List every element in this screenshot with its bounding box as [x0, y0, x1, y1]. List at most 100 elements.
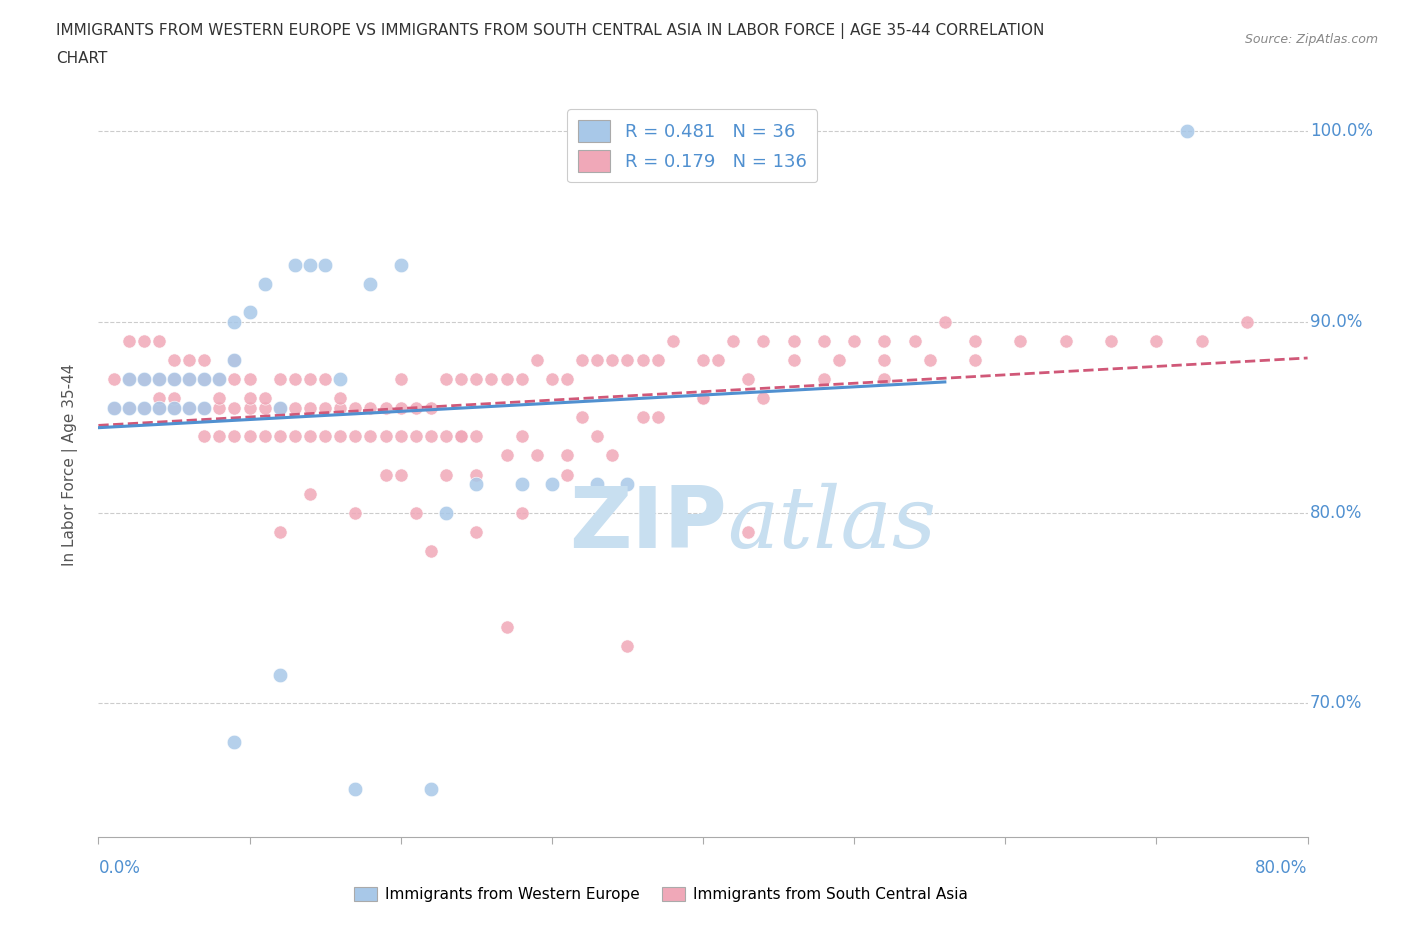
Point: [661, 334, 683, 349]
Point: [918, 352, 941, 367]
Point: [344, 429, 367, 444]
Point: [873, 372, 896, 387]
Point: [239, 429, 262, 444]
Text: ZIP: ZIP: [569, 483, 727, 566]
Point: [420, 782, 443, 797]
Point: [510, 505, 533, 520]
Point: [193, 352, 215, 367]
Point: [253, 400, 276, 415]
Point: [737, 525, 759, 539]
Point: [179, 372, 201, 387]
Point: [299, 486, 322, 501]
Point: [224, 314, 246, 329]
Point: [148, 372, 170, 387]
Point: [224, 429, 246, 444]
Point: [193, 372, 215, 387]
Point: [299, 372, 322, 387]
Point: [118, 334, 141, 349]
Point: [555, 372, 578, 387]
Text: 80.0%: 80.0%: [1256, 859, 1308, 877]
Point: [450, 429, 472, 444]
Point: [526, 352, 548, 367]
Text: atlas: atlas: [727, 484, 936, 565]
Point: [163, 372, 186, 387]
Point: [360, 276, 382, 291]
Point: [631, 352, 654, 367]
Point: [555, 467, 578, 482]
Point: [118, 400, 141, 415]
Point: [374, 400, 396, 415]
Point: [163, 372, 186, 387]
Point: [103, 372, 125, 387]
Point: [239, 391, 262, 405]
Point: [389, 258, 412, 272]
Point: [344, 505, 367, 520]
Point: [329, 391, 352, 405]
Point: [389, 372, 412, 387]
Point: [118, 400, 141, 415]
Point: [510, 372, 533, 387]
Point: [1191, 334, 1213, 349]
Point: [813, 334, 835, 349]
Point: [269, 400, 291, 415]
Text: 90.0%: 90.0%: [1310, 312, 1362, 331]
Legend: R = 0.481   N = 36, R = 0.179   N = 136: R = 0.481 N = 36, R = 0.179 N = 136: [567, 110, 817, 182]
Point: [224, 352, 246, 367]
Point: [420, 543, 443, 558]
Point: [434, 372, 457, 387]
Point: [1175, 124, 1198, 139]
Point: [344, 782, 367, 797]
Point: [723, 334, 745, 349]
Point: [253, 391, 276, 405]
Point: [208, 372, 231, 387]
Point: [179, 400, 201, 415]
Point: [737, 372, 759, 387]
Point: [752, 391, 775, 405]
Point: [405, 429, 427, 444]
Point: [1144, 334, 1167, 349]
Point: [314, 429, 336, 444]
Point: [224, 352, 246, 367]
Point: [163, 400, 186, 415]
Text: IMMIGRANTS FROM WESTERN EUROPE VS IMMIGRANTS FROM SOUTH CENTRAL ASIA IN LABOR FO: IMMIGRANTS FROM WESTERN EUROPE VS IMMIGR…: [56, 23, 1045, 39]
Text: CHART: CHART: [56, 51, 108, 66]
Point: [193, 372, 215, 387]
Point: [616, 639, 638, 654]
Point: [420, 400, 443, 415]
Point: [284, 372, 307, 387]
Point: [1054, 334, 1077, 349]
Text: 80.0%: 80.0%: [1310, 504, 1362, 522]
Point: [193, 400, 215, 415]
Point: [269, 429, 291, 444]
Point: [239, 372, 262, 387]
Point: [208, 372, 231, 387]
Point: [616, 477, 638, 492]
Point: [465, 429, 488, 444]
Legend: Immigrants from Western Europe, Immigrants from South Central Asia: Immigrants from Western Europe, Immigran…: [347, 881, 974, 909]
Point: [495, 619, 517, 634]
Point: [465, 372, 488, 387]
Point: [224, 734, 246, 749]
Point: [148, 400, 170, 415]
Point: [163, 352, 186, 367]
Point: [329, 429, 352, 444]
Point: [965, 334, 987, 349]
Point: [389, 467, 412, 482]
Point: [465, 467, 488, 482]
Point: [828, 352, 851, 367]
Point: [873, 334, 896, 349]
Point: [450, 372, 472, 387]
Point: [647, 410, 669, 425]
Point: [647, 352, 669, 367]
Point: [692, 391, 714, 405]
Point: [481, 372, 503, 387]
Point: [132, 400, 155, 415]
Point: [148, 372, 170, 387]
Point: [239, 305, 262, 320]
Point: [103, 400, 125, 415]
Text: 0.0%: 0.0%: [98, 859, 141, 877]
Point: [253, 276, 276, 291]
Point: [239, 400, 262, 415]
Point: [434, 429, 457, 444]
Point: [374, 467, 396, 482]
